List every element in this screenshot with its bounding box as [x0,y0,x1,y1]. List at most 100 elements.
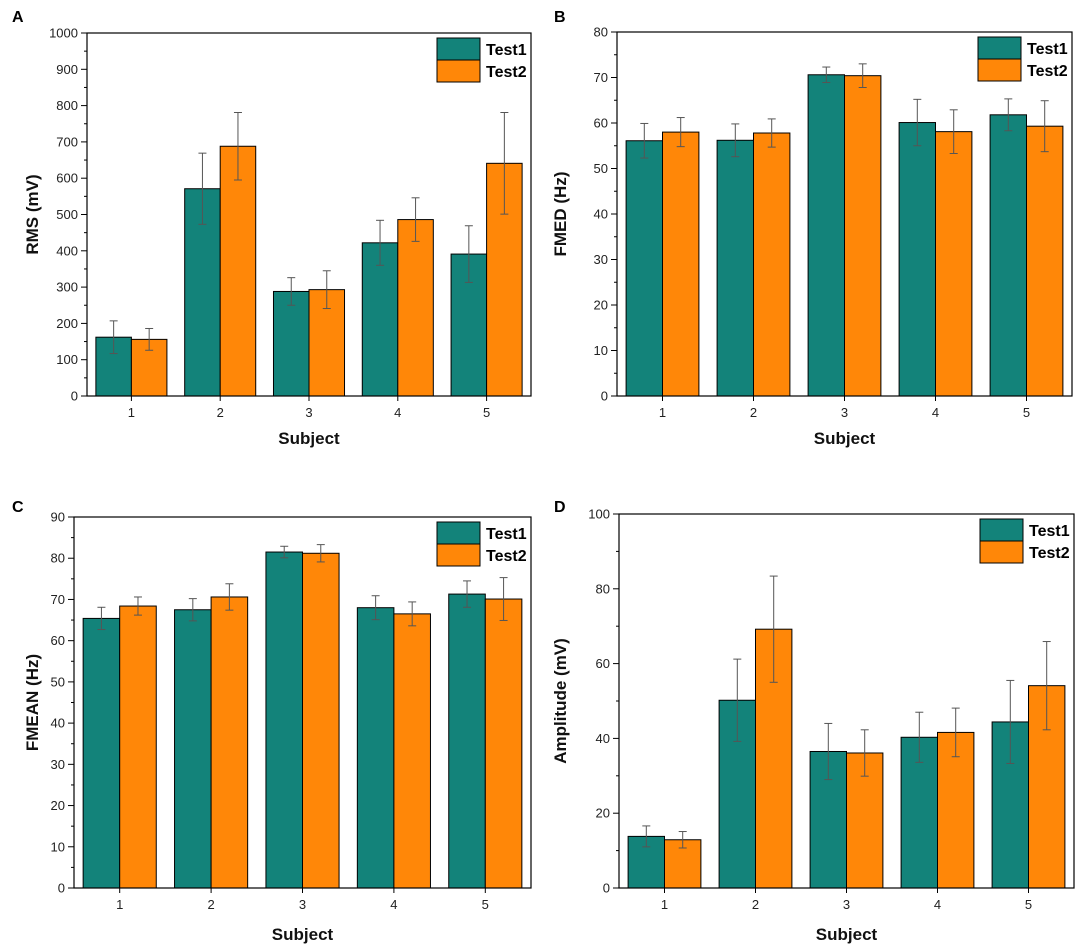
y-tick-label: 40 [594,207,608,222]
bar-test1-subject-1 [625,140,663,397]
bar-test1-subject-2 [716,139,755,397]
bars-group [625,63,1064,397]
bar-test2-subject-2 [219,145,257,397]
panel-letter: A [12,9,24,26]
legend-label-test1: Test1 [486,42,527,59]
bar-test1-subject-5 [989,114,1028,397]
bar-test1-subject-3 [265,551,304,889]
y-tick-label: 700 [56,134,78,149]
y-tick-label: 90 [51,510,65,525]
legend-swatch-test1 [979,518,1024,542]
x-tick-label: 4 [934,897,941,912]
y-tick-label: 70 [594,70,608,85]
x-tick-label: 1 [128,405,135,420]
legend-swatch-test2 [979,540,1024,564]
y-tick-label: 50 [51,674,65,689]
y-tick-label: 10 [594,343,608,358]
chart-panel-c: C 1 2 3 4 5 0 10 20 30 40 50 60 70 80 90 FMEAN (Hz) Subje… [0,474,542,948]
bar-test1-subject-4 [898,122,937,397]
legend: Test1 Test2 [977,36,1068,82]
y-tick-label: 80 [594,25,608,40]
y-tick-label: 100 [56,352,78,367]
y-tick-label: 300 [56,280,78,295]
bar-test2-subject-5 [1026,125,1064,397]
y-tick-label: 200 [56,316,78,331]
x-tick-label: 3 [305,405,312,420]
panel-letter: B [554,9,566,26]
legend-label-test1: Test1 [1029,523,1070,540]
x-tick-label: 3 [843,897,850,912]
x-tick-label: 2 [217,405,224,420]
legend-swatch-test1 [436,37,481,61]
legend-swatch-test1 [977,36,1022,60]
x-axis-title: Subject [272,925,334,944]
bar-test1-subject-4 [356,607,395,889]
y-tick-label: 0 [603,881,610,896]
y-tick-label: 900 [56,62,78,77]
y-tick-label: 60 [594,116,608,131]
legend-label-test2: Test2 [486,548,527,565]
x-tick-label: 3 [299,897,306,912]
bar-test1-subject-3 [272,290,310,397]
x-axis-title: Subject [278,429,340,448]
bars-group [95,111,523,397]
legend-swatch-test2 [436,59,481,83]
y-tick-label: 30 [594,252,608,267]
y-tick-label: 10 [51,839,65,854]
bar-test2-subject-1 [662,131,700,397]
x-tick-label: 5 [483,405,490,420]
x-tick-label: 1 [659,405,666,420]
panel-letter: D [554,499,566,516]
x-tick-label: 2 [207,897,214,912]
y-tick-label: 80 [51,551,65,566]
legend-label-test2: Test2 [1029,545,1070,562]
y-tick-label: 40 [51,716,65,731]
bar-test2-subject-4 [937,731,975,889]
legend-swatch-test2 [436,543,481,567]
chart-a-svg: A 1 2 3 4 5 0 100 200 300 400 500 600 700 800 900 1000 RM… [12,9,532,448]
x-tick-label: 1 [116,897,123,912]
legend: Test1 Test2 [979,518,1070,564]
bar-test1-subject-1 [82,617,121,889]
y-tick-label: 20 [51,798,65,813]
bar-test2-subject-2 [753,132,791,397]
bar-test2-subject-4 [397,219,434,397]
x-tick-label: 4 [394,405,401,420]
chart-panel-a: A 1 2 3 4 5 0 100 200 300 400 500 600 700 800 900 1000 RM… [0,0,542,474]
y-tick-label: 80 [596,581,610,596]
y-tick-label: 0 [71,389,78,404]
x-tick-label: 1 [661,897,668,912]
chart-panel-b: B 1 2 3 4 5 0 10 20 30 40 50 60 70 80 FMED (Hz) Subject T… [542,0,1084,474]
x-tick-label: 2 [752,897,759,912]
y-tick-label: 0 [58,881,65,896]
legend-label-test2: Test2 [1027,63,1068,80]
bars-group [627,575,1066,889]
bar-test2-subject-4 [935,131,973,397]
panel-letter: C [12,499,24,516]
bar-test2-subject-5 [484,598,523,889]
x-axis-title: Subject [816,925,878,944]
y-tick-label: 800 [56,98,78,113]
y-axis-title: FMED (Hz) [551,172,570,257]
bars-group [82,544,523,889]
chart-panel-d: D 1 2 3 4 5 0 20 40 60 80 100 Amplitude (mV) Subject T… [542,474,1084,948]
y-axis-title: FMEAN (Hz) [23,654,42,751]
x-tick-label: 5 [1025,897,1032,912]
x-tick-label: 5 [1023,405,1030,420]
y-tick-label: 500 [56,207,78,222]
y-tick-label: 400 [56,243,78,258]
y-tick-label: 60 [51,633,65,648]
y-tick-label: 1000 [49,26,78,41]
x-tick-label: 4 [932,405,939,420]
bar-test2-subject-3 [302,552,340,889]
legend-swatch-test1 [436,521,481,545]
x-tick-label: 4 [390,897,397,912]
bar-test2-subject-4 [393,613,431,889]
legend: Test1 Test2 [436,37,527,83]
y-tick-label: 100 [588,507,610,522]
bar-test1-subject-2 [174,609,212,889]
x-tick-label: 3 [841,405,848,420]
y-axis-title: RMS (mV) [23,174,42,254]
x-axis-title: Subject [814,429,876,448]
